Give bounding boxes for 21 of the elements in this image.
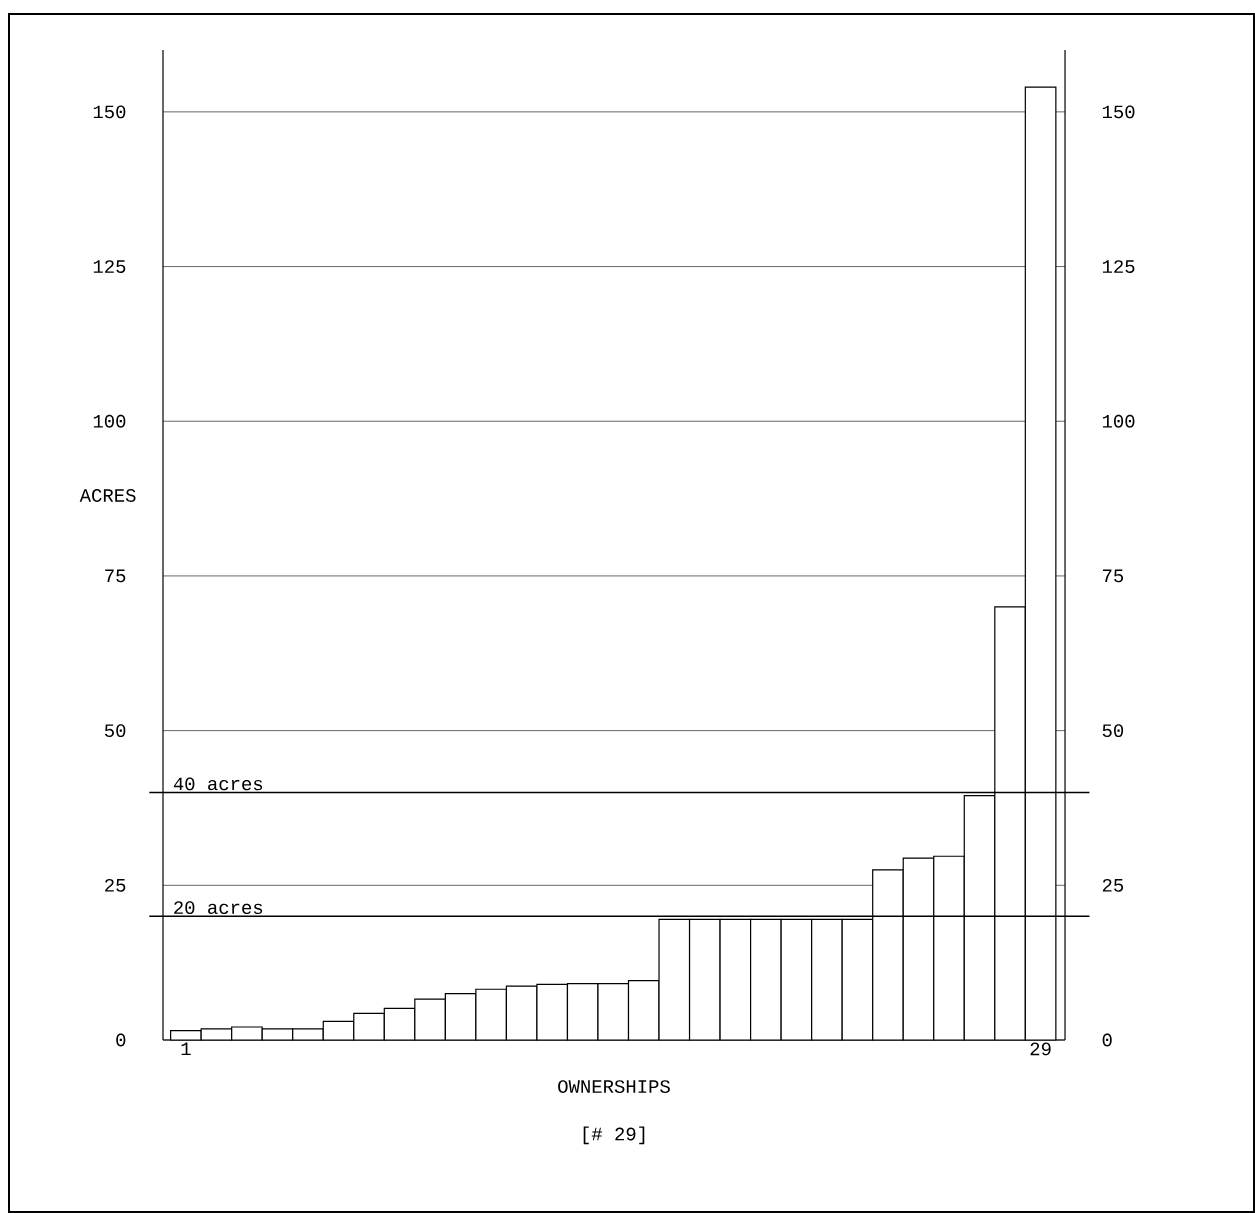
x-tick-label: 1 [181,1042,191,1055]
y-axis-title: ACRES [79,489,136,502]
y-tick-label: 0 [116,1033,126,1047]
y-tick-label: 150 [93,105,126,119]
y-tick-label: 50 [104,724,126,738]
y2-tick-label: 50 [1102,724,1124,738]
text: [# 29] [583,1126,645,1145]
y-tick-label: 25 [105,878,126,892]
y2-tick-label: 75 [1102,569,1124,583]
ref-line-label: 20 acres [174,901,263,915]
y2-tick-label: 125 [1102,260,1135,273]
ref-line-label: 40 acres [173,777,263,791]
x-tick-label: 29 [1030,1042,1051,1056]
y-tick-label: 100 [93,414,126,428]
y-tick-label: 75 [105,569,126,583]
x-axis-title: OWNERSHIPS [558,1080,670,1094]
y-tick-label: 125 [93,260,126,273]
y2-tick-label: 100 [1102,414,1135,428]
y2-tick-label: 150 [1102,105,1135,119]
y2-tick-label: 25 [1102,878,1124,892]
y2-tick-label: 0 [1102,1033,1112,1047]
